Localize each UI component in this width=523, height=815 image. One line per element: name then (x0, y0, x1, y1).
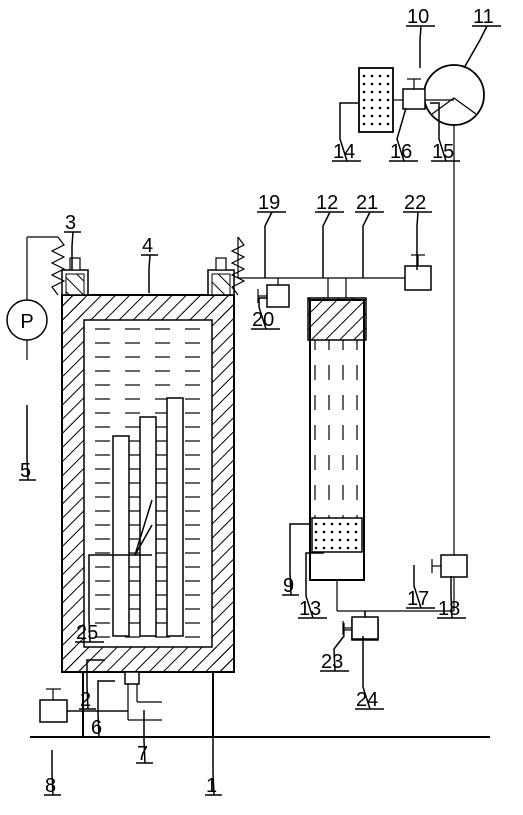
callout-5: 5 (20, 460, 31, 482)
callout-4: 4 (142, 235, 153, 257)
callout-7: 7 (137, 743, 148, 765)
callout-12: 12 (316, 192, 338, 214)
callout-21: 21 (356, 192, 378, 214)
main-vessel (30, 295, 490, 737)
callout-9: 9 (283, 575, 294, 597)
callout-3: 3 (65, 212, 76, 234)
top-right-group (359, 65, 484, 540)
gauge-p: P (7, 300, 47, 360)
callout-22: 22 (404, 192, 426, 214)
callout-6: 6 (91, 717, 102, 739)
callout-25: 25 (76, 622, 98, 644)
cylinder-9 (308, 278, 366, 611)
valve-24 (343, 611, 378, 639)
callout-10: 10 (407, 6, 429, 28)
callout-19: 19 (258, 192, 280, 214)
top-assembly (62, 258, 234, 295)
callout-2: 2 (80, 689, 91, 711)
callout-1: 1 (206, 775, 217, 797)
engineering-diagram: P (0, 0, 523, 815)
callout-18: 18 (438, 598, 460, 620)
valve-8 (40, 689, 67, 722)
callout-23: 23 (321, 651, 343, 673)
callout-11: 11 (473, 6, 494, 28)
gauge-letter: P (20, 311, 33, 333)
callout-8: 8 (45, 775, 56, 797)
